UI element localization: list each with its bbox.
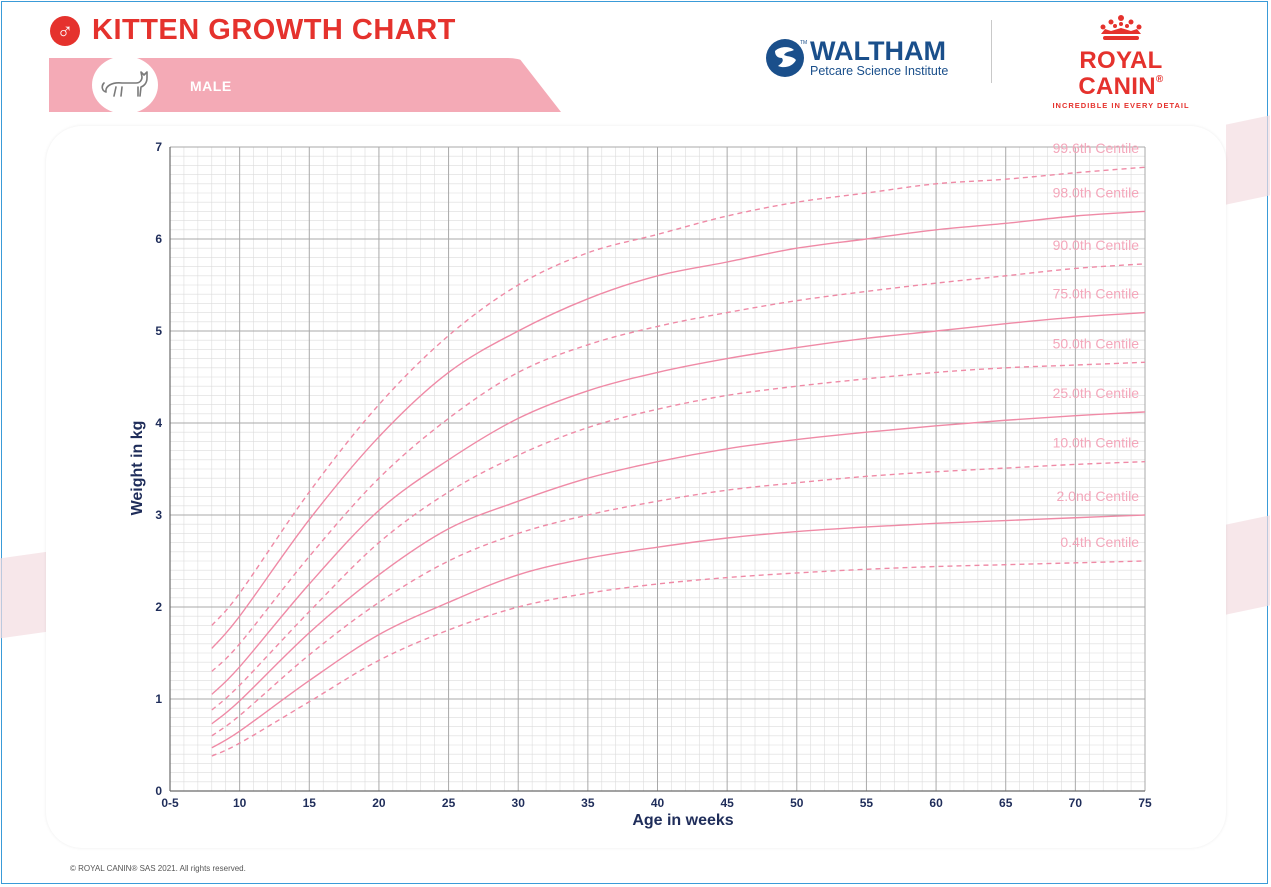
centile-label: 90.0th Centile: [1053, 237, 1140, 253]
cat-icon: [92, 56, 158, 114]
y-tick-label: 7: [155, 140, 162, 154]
centile-label: 10.0th Centile: [1053, 435, 1140, 451]
centile-curve: [211, 361, 1146, 711]
x-tick-label: 10: [233, 796, 247, 810]
centile-labels: 99.6th Centile 98.0th Centile 90.0th Centi…: [1053, 140, 1140, 550]
x-tick-label: 50: [790, 796, 804, 810]
x-tick-label: 75: [1138, 796, 1152, 810]
major-grid: [169, 146, 1146, 792]
crown-icon: [1041, 14, 1201, 48]
royal-canin-tagline: INCREDIBLE IN EVERY DETAIL: [1052, 100, 1190, 110]
centile-curve: [211, 560, 1146, 757]
royal-canin-logo: ROYAL CANIN® INCREDIBLE IN EVERY DETAIL: [1041, 14, 1201, 110]
centile-label: 98.0th Centile: [1053, 184, 1140, 200]
waltham-subtitle: Petcare Science Institute: [810, 64, 949, 78]
x-tick-label: 15: [303, 796, 317, 810]
centile-label: 0.4th Centile: [1060, 534, 1139, 550]
y-tick-label: 2: [155, 600, 162, 614]
y-tick-label: 6: [155, 232, 162, 246]
royal-canin-name-text: ROYAL CANIN: [1078, 47, 1163, 101]
centile-label: 2.0nd Centile: [1056, 488, 1139, 504]
x-axis-ticks: 0-5 10 15 20 25 30 35 40 45 50 55 60 65 70 75: [161, 796, 1152, 810]
x-tick-label: 30: [512, 796, 526, 810]
x-tick-label: 0-5: [161, 796, 179, 810]
chart-panel: [46, 126, 1226, 848]
x-tick-label: 20: [372, 796, 386, 810]
x-tick-label: 65: [999, 796, 1013, 810]
x-tick-label: 45: [720, 796, 734, 810]
x-tick-label: 60: [929, 796, 943, 810]
centile-curve: [211, 411, 1146, 725]
x-tick-label: 40: [651, 796, 665, 810]
centile-curve: [211, 263, 1146, 672]
x-tick-label: 55: [860, 796, 874, 810]
male-symbol-icon: ♂: [50, 15, 80, 46]
centile-label: 75.0th Centile: [1053, 286, 1140, 302]
y-axis-ticks: 0 1 2 3 4 5 6 7: [155, 140, 162, 798]
centile-curve: [211, 460, 1146, 737]
waltham-name: WALTHAM: [810, 36, 946, 66]
logo-divider: [991, 20, 992, 83]
x-tick-label: 35: [581, 796, 595, 810]
y-tick-label: 4: [155, 416, 162, 430]
x-tick-label: 70: [1069, 796, 1083, 810]
waltham-logo: WALTHAM Petcare Science Institute: [766, 38, 948, 79]
centile-curve: [211, 166, 1146, 626]
y-tick-label: 1: [155, 692, 162, 706]
royal-canin-name: ROYAL CANIN®: [1041, 47, 1201, 101]
copyright: © ROYAL CANIN® SAS 2021. All rights rese…: [70, 864, 246, 873]
centile-curve: [211, 514, 1146, 749]
centile-label: 25.0th Centile: [1053, 385, 1140, 401]
x-tick-label: 25: [442, 796, 456, 810]
y-tick-label: 5: [155, 324, 162, 338]
centile-curves: [211, 166, 1146, 757]
centile-label: 99.6th Centile: [1053, 140, 1140, 156]
y-axis-label: Weight in kg: [129, 421, 146, 516]
y-tick-label: 0: [155, 784, 162, 798]
centile-curve: [211, 210, 1146, 649]
cat-silhouette-icon: [101, 71, 148, 97]
waltham-globe-icon: [766, 39, 804, 78]
x-axis-label: Age in weeks: [632, 812, 733, 829]
centile-curve: [211, 311, 1146, 695]
royal-canin-registered: ®: [1155, 74, 1164, 86]
y-tick-label: 3: [155, 508, 162, 522]
page-title: KITTEN GROWTH CHART: [92, 14, 456, 46]
waltham-tm: TM: [800, 40, 808, 46]
waltham-wordmark: WALTHAM Petcare Science Institute: [810, 38, 948, 79]
header: ♂ KITTEN GROWTH CHART: [50, 14, 456, 47]
sex-label: MALE: [190, 78, 232, 94]
centile-label: 50.0th Centile: [1053, 335, 1140, 351]
